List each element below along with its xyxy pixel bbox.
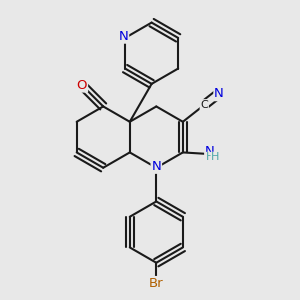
Text: N: N	[214, 87, 224, 100]
Text: C: C	[200, 100, 208, 110]
Text: N: N	[205, 145, 215, 158]
Text: N: N	[152, 160, 161, 173]
Text: H: H	[206, 152, 214, 162]
Text: H: H	[211, 152, 219, 162]
Text: Br: Br	[149, 277, 164, 290]
Text: O: O	[77, 79, 87, 92]
Text: N: N	[118, 30, 128, 43]
